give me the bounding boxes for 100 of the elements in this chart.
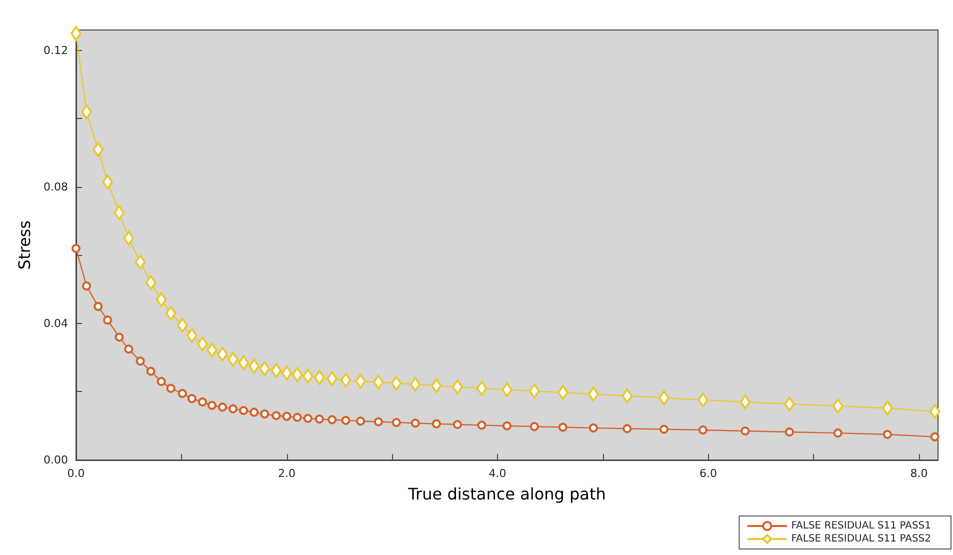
point [622, 424, 632, 434]
point [216, 346, 228, 362]
point [530, 422, 539, 432]
point [102, 174, 114, 190]
point [259, 361, 270, 376]
point [196, 336, 208, 352]
point [156, 377, 166, 386]
point [303, 414, 312, 423]
point [557, 384, 568, 400]
point [260, 409, 270, 418]
y-tick-label: 0.04 [44, 316, 68, 330]
point [123, 230, 134, 246]
point [698, 425, 708, 434]
x-tick-label: 8.0 [910, 467, 928, 480]
point [178, 388, 187, 398]
point [502, 421, 512, 430]
point [432, 419, 441, 428]
point [114, 205, 125, 220]
point [558, 422, 568, 432]
point [187, 394, 196, 404]
point [410, 418, 420, 428]
point [430, 378, 442, 394]
point [314, 370, 325, 385]
point [186, 328, 198, 343]
point [146, 366, 156, 376]
point [134, 254, 146, 270]
point [660, 424, 669, 434]
point [930, 432, 940, 442]
x-tick-label: 0.0 [67, 467, 85, 480]
point [92, 142, 104, 157]
point [136, 356, 145, 366]
point [374, 417, 383, 426]
point [658, 390, 670, 406]
y-axis-title: Stress [15, 220, 34, 270]
point [94, 302, 103, 311]
point [698, 392, 709, 408]
point [392, 418, 401, 427]
point [372, 374, 384, 390]
point [103, 316, 112, 325]
point [228, 404, 238, 414]
point [145, 275, 156, 290]
point [272, 411, 281, 420]
point [82, 281, 92, 290]
x-tick-label: 2.0 [278, 467, 296, 480]
point [248, 358, 260, 374]
point [477, 420, 486, 430]
point [355, 374, 366, 389]
point [114, 332, 124, 342]
point [740, 394, 751, 410]
point [476, 380, 488, 396]
point [326, 371, 338, 386]
point [176, 318, 188, 333]
point [390, 376, 402, 391]
y-tick-label: 0.00 [44, 454, 68, 466]
point [784, 396, 795, 412]
point [328, 415, 337, 424]
point [165, 306, 176, 321]
y-tick-label: 0.08 [44, 180, 68, 194]
point [832, 398, 844, 414]
point [833, 428, 842, 438]
point [340, 372, 352, 388]
point [281, 365, 292, 380]
point [502, 382, 512, 398]
point [292, 412, 302, 422]
point [70, 26, 82, 41]
point [588, 386, 599, 402]
point [929, 404, 940, 420]
point [622, 388, 633, 404]
point [740, 426, 750, 436]
point [198, 397, 207, 406]
point [452, 379, 463, 394]
point [238, 355, 250, 370]
point [218, 402, 227, 412]
point [314, 414, 324, 424]
point [282, 412, 292, 421]
point [356, 416, 366, 426]
x-tick-label: 6.0 [700, 467, 718, 480]
point [206, 342, 218, 358]
point [124, 344, 134, 354]
point [72, 244, 80, 253]
point [528, 384, 540, 399]
x-axis-title: True distance along path [407, 484, 606, 504]
point [228, 352, 239, 367]
point [156, 292, 167, 308]
point [882, 400, 893, 416]
point [588, 423, 598, 432]
point [292, 367, 303, 382]
point [302, 368, 314, 384]
x-tick-label: 4.0 [488, 467, 506, 480]
legend-label: FALSE RESIDUAL S11 PASS1 [791, 520, 932, 532]
point [166, 384, 176, 393]
legend-label: FALSE RESIDUAL S11 PASS2 [791, 534, 932, 544]
point [341, 416, 350, 425]
point [452, 420, 462, 430]
point [270, 363, 282, 378]
point [250, 408, 259, 417]
point [410, 376, 421, 392]
point [207, 400, 216, 410]
point [81, 104, 92, 120]
point [882, 430, 892, 439]
